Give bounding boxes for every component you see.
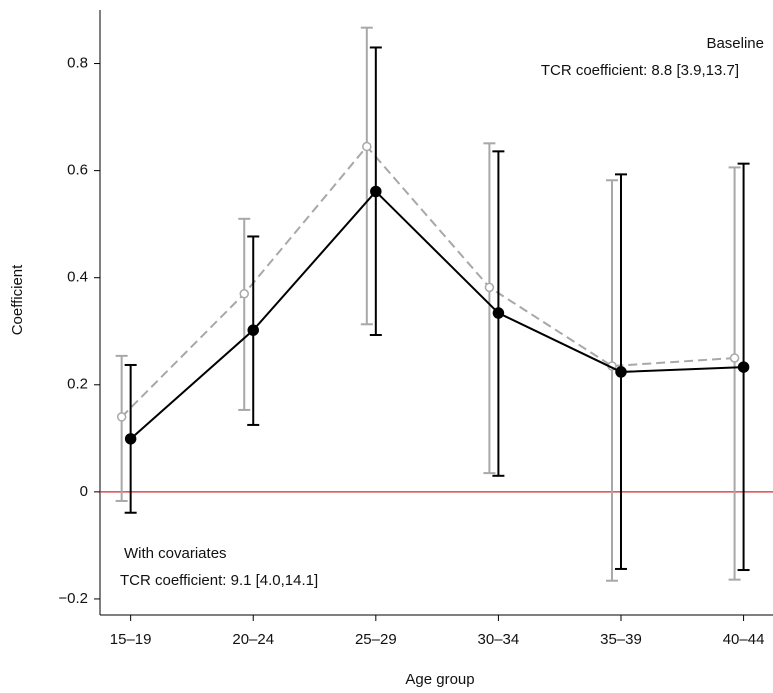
series-line [120, 144, 735, 418]
y-tick-label: 0.6 [67, 162, 88, 179]
point [737, 361, 750, 373]
series-line [129, 190, 744, 440]
point [484, 282, 495, 293]
y-tick-label: 0.8 [67, 55, 88, 72]
x-tick-label: 35–39 [600, 631, 642, 648]
point [729, 353, 740, 363]
x-axis-label: Age group [405, 671, 474, 688]
point [247, 324, 259, 336]
x-tick-label: 15–19 [110, 631, 152, 648]
point [370, 185, 382, 198]
annotation: Baseline [706, 35, 764, 52]
y-tick-label: 0 [80, 483, 88, 500]
annotation: With covariates [124, 545, 227, 562]
annotation: TCR coefficient: 9.1 [4.0,14.1] [120, 572, 318, 589]
point [239, 289, 249, 299]
y-tick-label: 0.4 [67, 269, 88, 286]
y-tick-label: −0.2 [58, 590, 88, 607]
point [362, 141, 372, 152]
x-tick-label: 40–44 [723, 631, 765, 648]
x-tick-label: 25–29 [355, 631, 397, 648]
point [492, 307, 505, 319]
y-tick-label: 0.2 [67, 376, 88, 393]
x-tick-label: 30–34 [478, 631, 520, 648]
annotation: TCR coefficient: 8.8 [3.9,13.7] [541, 62, 739, 79]
y-axis-label: Coefficient [9, 264, 26, 335]
x-tick-label: 20–24 [232, 631, 274, 648]
point [116, 412, 127, 422]
point [124, 433, 137, 445]
point [615, 366, 627, 378]
